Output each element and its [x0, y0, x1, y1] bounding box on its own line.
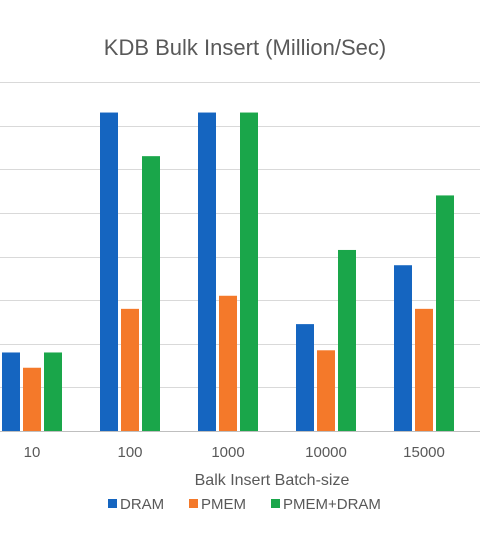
legend-item: PMEM [189, 496, 246, 513]
bar-group-100 [100, 112, 160, 431]
legend-label: DRAM [120, 496, 164, 513]
bar-dram-100 [100, 112, 118, 431]
bar-pmem-dram-10 [44, 352, 62, 431]
chart-title: KDB Bulk Insert (Million/Sec) [104, 35, 386, 60]
bar-group-10000 [296, 249, 356, 431]
x-tick-label: 10000 [305, 444, 347, 461]
x-tick-label: 10 [24, 444, 41, 461]
x-tick-label: 1000 [211, 444, 244, 461]
bar-dram-1000 [198, 112, 216, 431]
bar-pmem-10 [23, 367, 41, 431]
legend-label: PMEM+DRAM [283, 496, 381, 513]
bar-group-1000 [198, 112, 258, 431]
x-tick-labels: 10 100 1000 10000 15000 [24, 444, 445, 461]
bar-pmem-dram-100 [142, 156, 160, 431]
legend-label: PMEM [201, 496, 246, 513]
x-tick-label: 100 [117, 444, 142, 461]
bar-group-15000 [394, 195, 454, 431]
bar-dram-10 [2, 352, 20, 431]
bar-pmem-dram-1000 [240, 112, 258, 431]
legend-item: DRAM [108, 496, 164, 513]
bar-dram-15000 [394, 265, 412, 431]
bar-group-10 [2, 352, 62, 431]
legend-swatch [271, 499, 280, 508]
legend: DRAM PMEM PMEM+DRAM [108, 496, 381, 513]
legend-swatch [189, 499, 198, 508]
legend-swatch [108, 499, 117, 508]
bar-pmem-100 [121, 308, 139, 431]
bar-pmem-1000 [219, 295, 237, 431]
bar-pmem-dram-15000 [436, 195, 454, 431]
x-axis-title: Balk Insert Batch-size [195, 472, 350, 489]
bar-pmem-dram-10000 [338, 249, 356, 431]
x-tick-label: 15000 [403, 444, 445, 461]
legend-item: PMEM+DRAM [271, 496, 381, 513]
bar-groups [2, 112, 454, 431]
bar-pmem-10000 [317, 350, 335, 431]
bar-dram-10000 [296, 324, 314, 431]
bar-pmem-15000 [415, 308, 433, 431]
